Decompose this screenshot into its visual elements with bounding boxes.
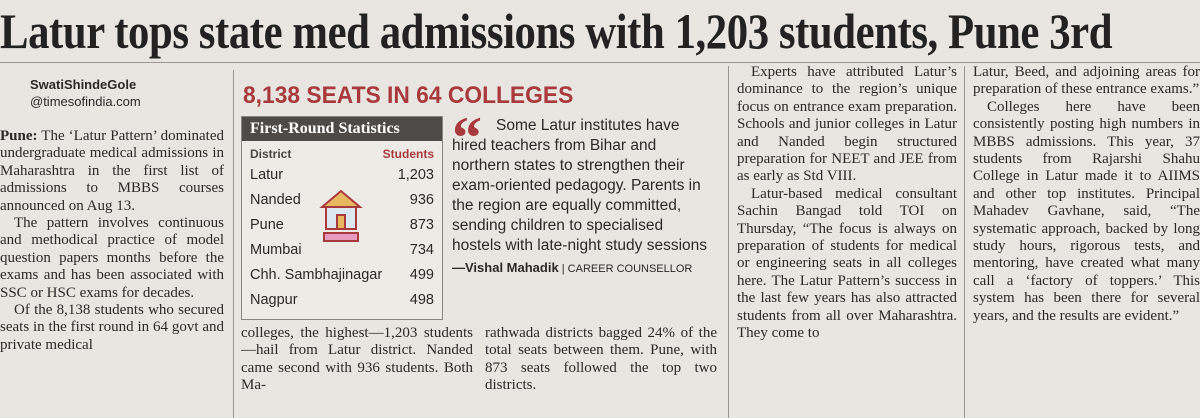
paragraph: Colleges here have been consistently pos… (973, 99, 1200, 325)
table-cell: Mumbai (250, 242, 302, 258)
rule (0, 62, 1200, 63)
header-cell: District (250, 147, 292, 161)
table-row: Nanded 936 (242, 188, 442, 213)
table-row: Pune 873 (242, 213, 442, 238)
table-cell: Latur (250, 167, 284, 183)
headline: Latur tops state med admissions with 1,2… (0, 3, 1113, 59)
table-row: Mumbai 734 (242, 238, 442, 263)
table-cell: Nanded (250, 192, 301, 208)
text-column: Pune: The ‘Latur Pattern’ dominated unde… (0, 128, 224, 418)
paragraph-text: The pattern involves continuous and meth… (0, 215, 224, 301)
quote-signature: —Vishal Mahadik | CAREER COUNSELLOR (452, 260, 693, 275)
college-icon (319, 189, 363, 242)
paragraph-text: Latur, Beed, and adjoining areas for pre… (973, 64, 1200, 98)
text-column: Experts have attributed Latur’s dominanc… (737, 64, 957, 418)
author: SwatiShindeGole (30, 77, 137, 92)
paragraph-text: Latur-based medical consultant Sachin Ba… (737, 185, 957, 342)
column-rule (233, 70, 234, 418)
table-header: District Students (242, 141, 442, 163)
table-cell: Nagpur (250, 292, 298, 308)
dateline: Pune: (0, 128, 38, 144)
paragraph-text: Experts have attributed Latur’s dominanc… (737, 64, 957, 185)
table-title: First-Round Statistics (242, 117, 442, 141)
paragraph-text: colleges, the highest—1,203 students—hai… (241, 325, 473, 394)
paragraph-text: Colleges here have been consistently pos… (973, 98, 1200, 324)
text-column: colleges, the highest—1,203 students—hai… (241, 325, 473, 418)
table-cell: 498 (409, 292, 434, 308)
stats-table: First-Round Statistics District Students… (241, 116, 443, 320)
infobox-banner: 8,138 SEATS IN 64 COLLEGES (243, 82, 574, 109)
text-column: rathwada districts bagged 24% of the tot… (485, 325, 717, 418)
paragraph: Of the 8,138 students who secured seats … (0, 302, 224, 354)
paragraph-text: The ‘Latur Pattern’ dominated undergradu… (0, 128, 224, 214)
table-row: Latur 1,203 (242, 163, 442, 188)
table-cell: Pune (250, 217, 284, 233)
paragraph: Experts have attributed Latur’s dominanc… (737, 64, 957, 186)
byline: SwatiShindeGole @timesofindia.com (30, 76, 141, 110)
paragraph: The pattern involves continuous and meth… (0, 215, 224, 302)
quote-speaker: —Vishal Mahadik (452, 260, 559, 275)
quote-text: Some Latur institutes have hired teacher… (452, 117, 708, 254)
paragraph: Latur-based medical consultant Sachin Ba… (737, 186, 957, 343)
table-row: Chh. Sambhajinagar 499 (242, 263, 442, 288)
paragraph-text: Of the 8,138 students who secured seats … (0, 302, 224, 353)
pull-quote: Some Latur institutes have hired teacher… (452, 116, 714, 279)
quote-role: CAREER COUNSELLOR (567, 263, 693, 275)
column-rule (728, 66, 729, 418)
text-column: Latur, Beed, and adjoining areas for pre… (973, 64, 1200, 418)
quote-mark: “ (452, 105, 482, 171)
table-cell: 936 (409, 192, 434, 208)
table-cell: 734 (409, 242, 434, 258)
table-cell: 499 (409, 267, 434, 283)
paragraph: colleges, the highest—1,203 students—hai… (241, 325, 473, 395)
table-cell: 1,203 (397, 167, 434, 183)
paragraph-text: rathwada districts bagged 24% of the tot… (485, 325, 717, 394)
handle: @timesofindia.com (30, 94, 141, 109)
paragraph: Latur, Beed, and adjoining areas for pre… (973, 64, 1200, 99)
column-rule (964, 66, 965, 418)
paragraph: rathwada districts bagged 24% of the tot… (485, 325, 717, 395)
table-body: Latur 1,203 Nanded 936 Pune 873 Mumbai 734 Chh. … (242, 163, 442, 313)
table-cell: Chh. Sambhajinagar (250, 267, 383, 283)
paragraph: Pune: The ‘Latur Pattern’ dominated unde… (0, 128, 224, 215)
table-row: Nagpur 498 (242, 288, 442, 313)
table-cell: 873 (409, 217, 434, 233)
header-cell: Students (382, 147, 434, 161)
